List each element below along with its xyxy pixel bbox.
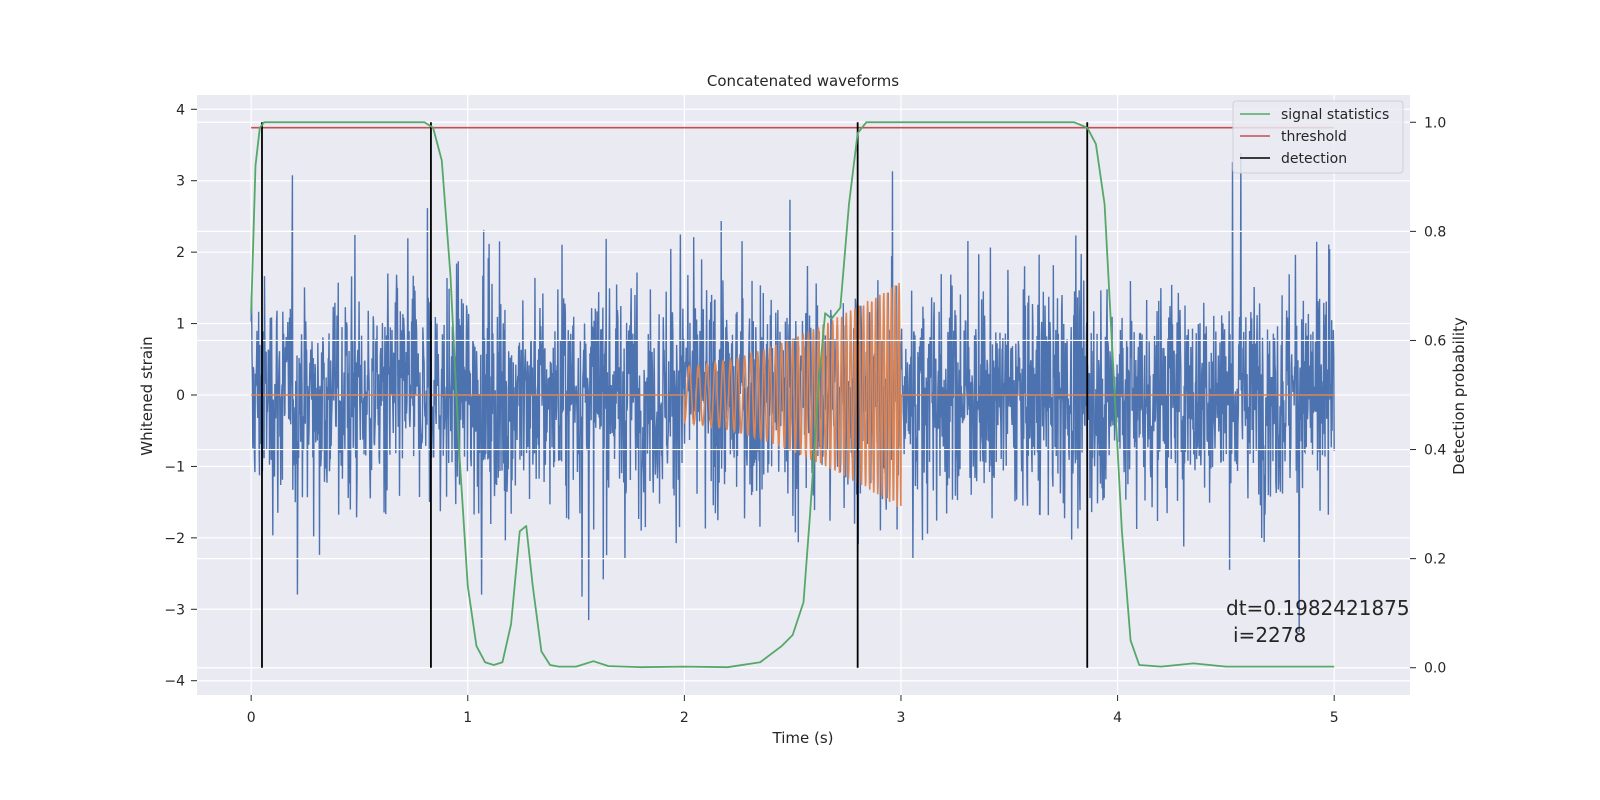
y2-axis-title: Detection probability bbox=[1450, 317, 1468, 475]
y-tick-label: 2 bbox=[176, 245, 185, 261]
legend-label-detection: detection bbox=[1281, 151, 1347, 167]
x-tick-label: 5 bbox=[1330, 710, 1339, 726]
y-tick-label: 4 bbox=[176, 102, 185, 118]
x-tick-label: 2 bbox=[680, 710, 689, 726]
legend-label-signal-statistics: signal statistics bbox=[1281, 107, 1389, 123]
y2-tick-label: 0.2 bbox=[1424, 552, 1446, 568]
y2-tick-label: 0.0 bbox=[1424, 661, 1446, 677]
legend-box bbox=[1232, 100, 1404, 174]
x-tick-label: 1 bbox=[463, 710, 472, 726]
y2-tick-label: 1.0 bbox=[1424, 115, 1446, 131]
y-tick-label: −1 bbox=[164, 459, 185, 475]
x-axis-ticks: 0 1 2 3 4 5 bbox=[247, 695, 1339, 726]
y-tick-label: −4 bbox=[164, 674, 185, 690]
chart-title: Concatenated waveforms bbox=[707, 72, 899, 90]
y2-tick-label: 0.6 bbox=[1424, 333, 1446, 349]
legend: signal statistics threshold detection bbox=[1232, 100, 1404, 174]
x-axis-title: Time (s) bbox=[772, 729, 834, 747]
y2-tick-label: 0.4 bbox=[1424, 443, 1446, 459]
x-tick-label: 4 bbox=[1113, 710, 1122, 726]
legend-label-threshold: threshold bbox=[1281, 129, 1347, 145]
y-tick-label: 0 bbox=[176, 388, 185, 404]
y2-axis-ticks: 0.0 0.2 0.4 0.6 0.8 1.0 bbox=[1410, 115, 1446, 677]
right-axis-grid bbox=[197, 121, 1410, 669]
x-tick-label: 3 bbox=[897, 710, 906, 726]
y2-tick-label: 0.8 bbox=[1424, 224, 1446, 240]
annotation-index: i=2278 bbox=[1233, 623, 1306, 647]
detection-series bbox=[261, 122, 1089, 668]
y-tick-label: −3 bbox=[164, 602, 185, 618]
y-tick-label: 3 bbox=[176, 174, 185, 190]
y-axis-ticks: −4 −3 −2 −1 0 1 2 3 4 bbox=[164, 102, 197, 690]
y-tick-label: 1 bbox=[176, 317, 185, 333]
signal-statistics-line bbox=[250, 121, 1335, 669]
signal-statistics-series bbox=[250, 121, 1335, 669]
annotation-dt: dt=0.1982421875 bbox=[1226, 596, 1410, 620]
y-axis-title: Whitened strain bbox=[138, 336, 156, 455]
x-tick-label: 0 bbox=[247, 710, 256, 726]
y-tick-label: −2 bbox=[164, 531, 185, 547]
